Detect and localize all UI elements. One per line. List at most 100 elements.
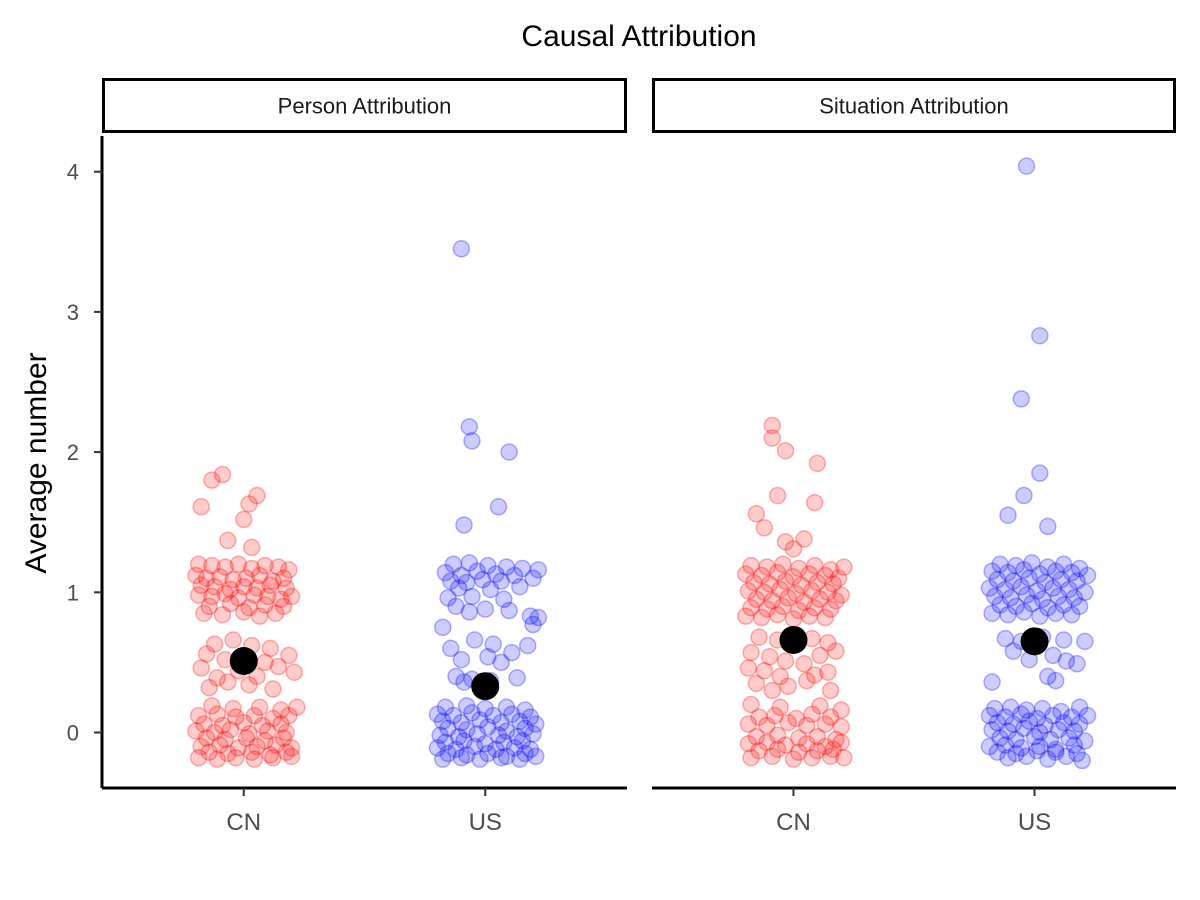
data-point [1020, 712, 1038, 731]
data-point [988, 713, 1007, 732]
data-point [240, 676, 258, 694]
data-point [213, 465, 232, 484]
data-point [991, 729, 1009, 747]
data-point [1033, 590, 1052, 609]
y-tick-label: 0 [67, 721, 79, 746]
data-point [776, 533, 795, 551]
data-point [205, 723, 224, 742]
data-point [999, 563, 1017, 582]
data-point [790, 729, 808, 747]
data-point [747, 505, 766, 523]
data-point [269, 657, 288, 676]
data-point [1060, 580, 1078, 599]
data-point [763, 747, 782, 766]
data-point [805, 493, 824, 512]
data-point [237, 729, 256, 747]
data-point [1046, 740, 1065, 759]
data-point [763, 681, 782, 700]
data-point [784, 610, 803, 628]
data-point [524, 569, 542, 588]
data-point [433, 750, 452, 768]
data-point [197, 645, 216, 663]
data-point [203, 587, 221, 606]
data-point [471, 750, 489, 768]
data-point [1015, 603, 1033, 621]
data-point [1062, 605, 1081, 624]
data-point [513, 732, 532, 750]
data-point [248, 667, 266, 686]
data-point [821, 747, 840, 766]
data-point [516, 701, 534, 719]
x-tick-label: CN [226, 809, 261, 836]
data-point [744, 573, 763, 592]
data-point [739, 734, 758, 753]
data-point [240, 725, 258, 743]
data-point [492, 572, 510, 590]
data-point [235, 713, 253, 732]
data-point [277, 723, 296, 742]
data-point [776, 736, 795, 754]
data-point [203, 556, 221, 575]
data-point [1007, 556, 1025, 575]
data-point [1031, 723, 1049, 742]
data-point [792, 576, 811, 595]
data-point [739, 715, 758, 733]
data-point [282, 747, 301, 766]
data-point [790, 559, 808, 578]
data-point [439, 744, 457, 763]
data-point [189, 706, 208, 725]
data-point [189, 555, 208, 574]
data-point [1070, 559, 1089, 578]
data-point [824, 740, 843, 759]
data-point [737, 607, 755, 625]
data-point [216, 584, 234, 603]
data-point [269, 558, 288, 576]
data-point [449, 727, 468, 746]
data-point [288, 698, 306, 717]
data-point [219, 673, 237, 691]
data-point [277, 579, 296, 597]
data-point [803, 748, 821, 767]
data-point [431, 726, 449, 745]
data-point [460, 418, 479, 436]
mean-point [229, 646, 258, 675]
data-point [266, 604, 285, 623]
data-point [784, 750, 803, 768]
data-point [999, 722, 1017, 740]
data-point [208, 750, 226, 768]
data-point [439, 719, 457, 738]
data-point [242, 538, 261, 557]
data-point [797, 671, 816, 690]
data-point [980, 579, 999, 597]
data-point [280, 561, 298, 579]
y-tick-label: 2 [67, 440, 79, 465]
data-point [258, 722, 277, 740]
data-point [203, 471, 221, 489]
strip-box [652, 78, 1176, 133]
data-point [250, 698, 269, 717]
data-point [248, 737, 266, 756]
data-point [229, 739, 248, 757]
data-point [264, 748, 282, 767]
data-point [1020, 569, 1038, 588]
data-point [1004, 572, 1023, 590]
data-point [985, 699, 1004, 718]
data-point [763, 591, 782, 610]
data-point [221, 580, 240, 599]
data-point [211, 568, 229, 586]
data-point [1001, 589, 1020, 607]
data-point [776, 572, 795, 590]
data-point [492, 713, 510, 732]
data-point [737, 565, 755, 583]
data-point [208, 669, 226, 687]
data-point [996, 629, 1015, 648]
data-point [821, 681, 840, 700]
data-point [835, 558, 853, 576]
data-point [742, 748, 760, 767]
data-point [428, 739, 447, 757]
data-point [1017, 586, 1036, 604]
data-point [1068, 572, 1086, 590]
data-point [779, 713, 797, 732]
data-point [752, 566, 771, 585]
